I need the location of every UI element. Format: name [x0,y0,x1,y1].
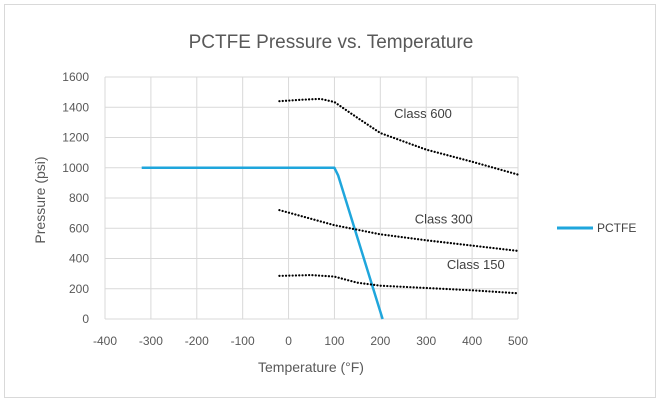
y-tick-label: 600 [69,221,89,235]
x-tick-label: -200 [185,334,209,348]
series-line-class-600 [278,97,520,176]
y-tick-label: 0 [82,312,89,326]
x-tick-labels: -400 -300 -200 -100 0 100 200 300 400 500 [93,334,528,348]
y-tick-labels: 0 200 400 600 800 1000 1200 1400 1600 [62,70,89,326]
series-line-class-300 [278,209,520,252]
y-tick-label: 1400 [62,100,89,114]
y-tick-label: 1200 [62,131,89,145]
x-tick-label: 100 [324,334,344,348]
y-tick-label: 1000 [62,161,89,175]
x-tick-label: 500 [508,334,528,348]
annotations: Class 600 Class 300 Class 150 [394,106,505,272]
y-axis-label: Pressure (psi) [32,156,48,243]
x-axis-label: Temperature (°F) [258,359,364,375]
grid [104,76,519,320]
x-tick-label: -100 [231,334,255,348]
y-tick-label: 1600 [62,70,89,84]
legend-label-pctfe: PCTFE [597,221,636,235]
y-tick-label: 800 [69,191,89,205]
x-tick-label: 400 [462,334,482,348]
x-tick-label: -300 [139,334,163,348]
x-tick-label: 300 [416,334,436,348]
series-line-class-150 [278,273,520,295]
x-tick-label: -400 [93,334,117,348]
chart-title: PCTFE Pressure vs. Temperature [189,32,474,53]
series-line-pctfe [141,166,384,320]
annotation-label: Class 300 [415,212,473,227]
chart-frame [4,4,656,398]
series-layer [141,97,520,320]
x-tick-label: 200 [370,334,390,348]
y-tick-label: 400 [69,252,89,266]
legend: PCTFE [557,221,636,235]
x-tick-label: 0 [285,334,292,348]
y-tick-label: 200 [69,282,89,296]
annotation-label: Class 150 [447,257,505,272]
annotation-label: Class 600 [394,106,452,121]
